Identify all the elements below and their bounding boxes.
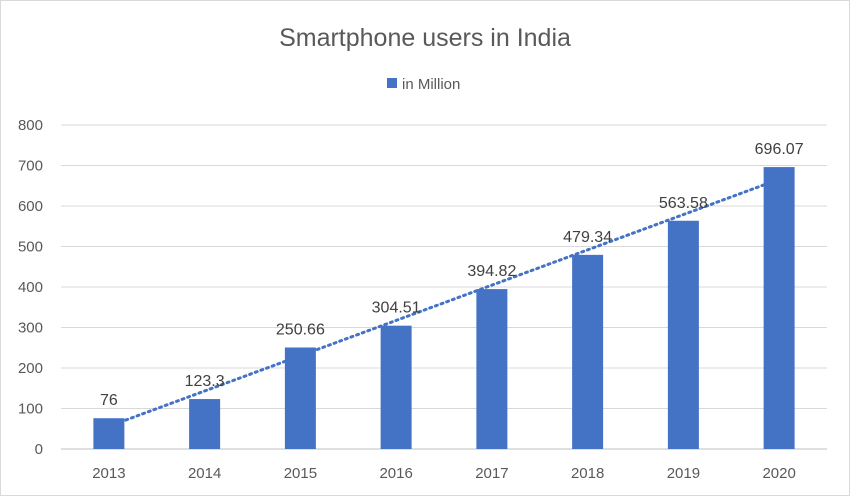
y-axis: 0 100 200 300 400 500 600 700 800 xyxy=(18,117,43,458)
y-tick-label: 700 xyxy=(18,158,43,175)
y-tick-label: 200 xyxy=(18,360,43,377)
x-tick-label: 2019 xyxy=(667,465,700,482)
y-tick-label: 800 xyxy=(18,117,43,134)
data-label: 76 xyxy=(100,392,118,409)
y-tick-label: 0 xyxy=(35,441,43,458)
x-tick-label: 2017 xyxy=(475,465,508,482)
trendline xyxy=(107,177,781,428)
x-tick-label: 2014 xyxy=(188,465,221,482)
x-tick-label: 2020 xyxy=(762,465,795,482)
data-labels: 76 123.3 250.66 304.51 394.82 479.34 563.58 696… xyxy=(100,141,804,409)
data-label: 250.66 xyxy=(276,321,325,338)
y-tick-label: 300 xyxy=(18,320,43,337)
legend-label: in Million xyxy=(402,76,460,93)
chart-title: Smartphone users in India xyxy=(279,24,571,52)
trendline-path xyxy=(107,177,781,428)
bar xyxy=(667,220,699,449)
bar xyxy=(284,347,316,449)
bars xyxy=(93,167,795,449)
bar xyxy=(476,289,508,449)
data-label: 696.07 xyxy=(755,141,804,158)
legend: in Million xyxy=(387,76,460,93)
bar xyxy=(572,254,604,449)
bar xyxy=(93,418,125,449)
bar xyxy=(189,399,221,449)
data-label: 479.34 xyxy=(563,229,612,246)
x-tick-label: 2013 xyxy=(92,465,125,482)
data-label: 563.58 xyxy=(659,195,708,212)
gridlines xyxy=(61,124,827,450)
data-label: 123.3 xyxy=(185,373,225,390)
data-label: 394.82 xyxy=(467,263,516,280)
bar xyxy=(380,325,412,449)
x-tick-label: 2015 xyxy=(284,465,317,482)
legend-swatch xyxy=(387,78,397,88)
x-tick-label: 2016 xyxy=(379,465,412,482)
y-tick-label: 600 xyxy=(18,198,43,215)
y-tick-label: 400 xyxy=(18,279,43,296)
x-tick-label: 2018 xyxy=(571,465,604,482)
y-tick-label: 500 xyxy=(18,239,43,256)
bar xyxy=(763,167,795,449)
y-tick-label: 100 xyxy=(18,401,43,418)
x-axis: 2013 2014 2015 2016 2017 2018 2019 2020 xyxy=(92,465,796,482)
data-label: 304.51 xyxy=(372,300,421,317)
